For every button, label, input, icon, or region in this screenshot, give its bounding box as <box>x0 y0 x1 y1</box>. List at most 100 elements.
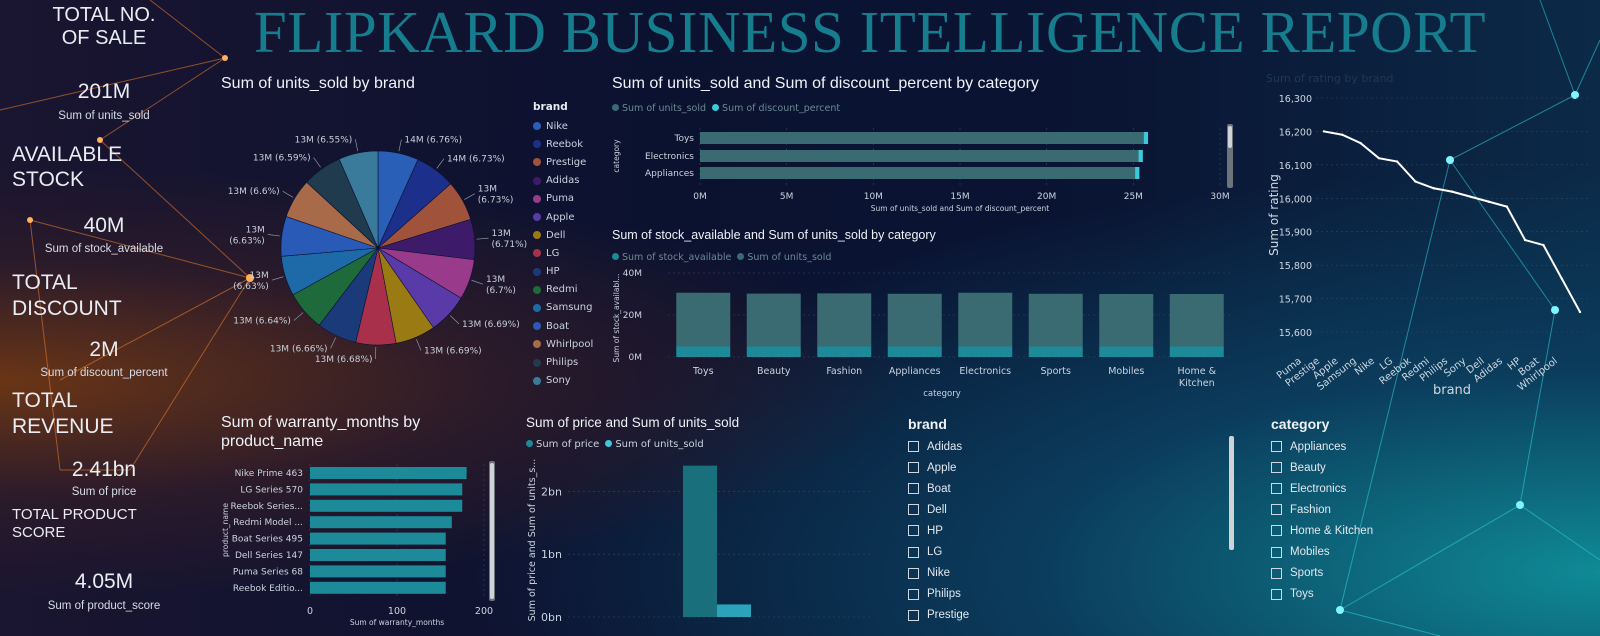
checkbox-icon[interactable] <box>1271 567 1282 579</box>
brand-slicer-item-nike[interactable]: Nike <box>908 563 1108 584</box>
catdisc-bar-units-toys <box>700 132 1144 144</box>
brand-slicer-scrollbar[interactable] <box>1229 436 1234 550</box>
stock-x-tick: Beauty <box>757 366 791 377</box>
brand-slicer-item-label: Boat <box>927 482 951 495</box>
stock-bar-available-toys <box>676 346 731 357</box>
price-legend-item-price: Sum of price <box>526 439 599 450</box>
warranty-chart[interactable]: 0 100 200 Nike Prime 463 LG Series 570 Reebok… <box>0 0 495 627</box>
warranty-scrollbar-thumb <box>490 463 494 599</box>
catdisc-y-axis-label: category <box>612 139 621 173</box>
rating-point-prestige <box>1341 133 1344 136</box>
brand-slicer-item-lg[interactable]: LG <box>908 541 1108 562</box>
legend-label: Samsung <box>546 302 593 314</box>
brand-slicer-item-dell[interactable]: Dell <box>908 499 1108 520</box>
pie-leader-hp <box>330 337 337 349</box>
pie-legend-item-samsung[interactable]: Samsung <box>533 299 603 317</box>
category-slicer-item-sports[interactable]: Sports <box>1271 563 1471 584</box>
brand-slicer-item-adidas[interactable]: Adidas <box>908 436 1108 457</box>
brand-slicer-item-hp[interactable]: HP <box>908 520 1108 541</box>
catdisc-scrollbar[interactable] <box>1227 124 1233 188</box>
stock-legend-item-stock: Sum of stock_available <box>612 252 731 263</box>
catdisc-y-tick: Toys <box>674 134 695 144</box>
pie-legend: brand Nike Reebok Prestige Adidas Puma Apple D… <box>533 101 603 390</box>
catdisc-x-tick: 20M <box>1037 192 1056 202</box>
checkbox-icon[interactable] <box>1271 504 1282 516</box>
stock-x-tick: Mobiles <box>1108 366 1144 377</box>
pie-legend-item-lg[interactable]: LG <box>533 244 603 262</box>
pie-data-label: 13M (6.66%) <box>270 344 328 354</box>
warranty-bar-reebok-editio <box>310 581 446 594</box>
pie-legend-item-hp[interactable]: HP <box>533 263 603 281</box>
checkbox-icon[interactable] <box>1271 483 1282 495</box>
checkbox-icon[interactable] <box>1271 588 1282 600</box>
pie-legend-item-reebok[interactable]: Reebok <box>533 135 603 153</box>
catdisc-chart[interactable]: 0M 5M 10M 15M 20M 25M 30M Toys Electronics Applia… <box>0 0 1230 213</box>
brand-slicer-item-label: Prestige <box>927 609 970 622</box>
pie-leader-redmi <box>293 312 304 321</box>
pie-legend-item-boat[interactable]: Boat <box>533 317 603 335</box>
checkbox-icon[interactable] <box>908 525 919 537</box>
pie-chart-title: Sum of units_sold by brand <box>221 75 415 92</box>
category-slicer-item-appliances[interactable]: Appliances <box>1271 436 1471 457</box>
stock-bar-units-mobiles <box>1099 294 1154 347</box>
brand-slicer-item-label: Philips <box>927 588 961 601</box>
category-slicer-item-beauty[interactable]: Beauty <box>1271 457 1471 478</box>
category-slicer-item-label: Toys <box>1290 588 1314 601</box>
pie-legend-item-nike[interactable]: Nike <box>533 117 603 135</box>
pie-legend-item-adidas[interactable]: Adidas <box>533 172 603 190</box>
brand-slicer-item-boat[interactable]: Boat <box>908 478 1108 499</box>
pie-legend-item-puma[interactable]: Puma <box>533 190 603 208</box>
catdisc-legend: Sum of units_sold Sum of discount_percen… <box>612 103 840 114</box>
checkbox-icon[interactable] <box>908 567 919 579</box>
rating-y-tick: 16,200 <box>1279 127 1312 138</box>
pie-chart[interactable]: 14M (6.76%)14M (6.73%)13M (6.73%)13M (6.71… <box>0 0 527 365</box>
checkbox-icon[interactable] <box>1271 462 1282 474</box>
checkbox-icon[interactable] <box>908 588 919 600</box>
price-chart-title: Sum of price and Sum of units_sold <box>526 415 740 430</box>
pie-legend-item-apple[interactable]: Apple <box>533 208 603 226</box>
report-title: FLIPKARD BUSINESS ITELLIGENCE REPORT <box>253 0 1487 65</box>
checkbox-icon[interactable] <box>1271 441 1282 453</box>
brand-slicer-item-prestige[interactable]: Prestige <box>908 605 1108 626</box>
checkbox-icon[interactable] <box>1271 546 1282 558</box>
category-slicer-item-home-kitchen[interactable]: Home & Kitchen <box>1271 520 1471 541</box>
category-slicer-item-label: Beauty <box>1290 461 1326 474</box>
pie-legend-item-dell[interactable]: Dell <box>533 226 603 244</box>
stock-bar-available-mobiles <box>1099 346 1154 357</box>
pie-legend-item-sony[interactable]: Sony <box>533 372 603 390</box>
rating-y-tick: 15,700 <box>1279 295 1312 306</box>
stock-chart[interactable]: 0M 20M 40M Toys Beauty Fashion Appliances Elect… <box>0 0 1232 399</box>
pie-leader-whirlpool <box>282 190 294 198</box>
warranty-bar-boat-series-495 <box>310 532 446 545</box>
catdisc-x-axis-label: Sum of units_sold and Sum of discount_pe… <box>871 204 1049 213</box>
checkbox-icon[interactable] <box>908 609 919 621</box>
catdisc-chart-title: Sum of units_sold and Sum of discount_pe… <box>612 75 1039 92</box>
brand-slicer-item-label: Nike <box>927 567 951 580</box>
checkbox-icon[interactable] <box>908 483 919 495</box>
pie-legend-item-whirlpool[interactable]: Whirlpool <box>533 335 603 353</box>
warranty-bar-puma-series-68 <box>310 565 446 578</box>
warranty-bar-reebok-series <box>310 499 463 512</box>
pie-leader-boat <box>267 234 280 237</box>
brand-slicer-item-philips[interactable]: Philips <box>908 584 1108 605</box>
price-y-tick: 2bn <box>541 485 562 498</box>
catdisc-x-tick: 10M <box>864 192 883 202</box>
category-slicer-item-fashion[interactable]: Fashion <box>1271 499 1471 520</box>
category-slicer-item-electronics[interactable]: Electronics <box>1271 478 1471 499</box>
brand-slicer-item-label: Adidas <box>927 440 963 453</box>
category-slicer-item-toys[interactable]: Toys <box>1271 584 1471 605</box>
checkbox-icon[interactable] <box>1271 525 1282 537</box>
pie-legend-title: brand <box>533 101 568 113</box>
brand-slicer-item-apple[interactable]: Apple <box>908 457 1108 478</box>
catdisc-scrollbar-thumb[interactable] <box>1228 126 1232 148</box>
kpi-caption-product-score: Sum of product_score <box>47 600 161 612</box>
category-slicer-item-mobiles[interactable]: Mobiles <box>1271 541 1471 562</box>
pie-legend-item-redmi[interactable]: Redmi <box>533 281 603 299</box>
pie-legend-item-philips[interactable]: Philips <box>533 353 603 371</box>
checkbox-icon[interactable] <box>908 462 919 474</box>
pie-legend-item-prestige[interactable]: Prestige <box>533 153 603 171</box>
checkbox-icon[interactable] <box>908 504 919 516</box>
checkbox-icon[interactable] <box>908 546 919 558</box>
checkbox-icon[interactable] <box>908 441 919 453</box>
